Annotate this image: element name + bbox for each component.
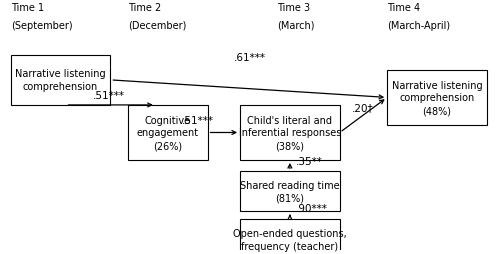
FancyBboxPatch shape bbox=[387, 71, 487, 125]
Text: Time 4: Time 4 bbox=[387, 3, 420, 13]
Text: .35**: .35** bbox=[296, 157, 322, 167]
Text: Cognitive
engagement
(26%): Cognitive engagement (26%) bbox=[136, 115, 199, 151]
Text: Narrative listening
comprehension: Narrative listening comprehension bbox=[15, 69, 106, 92]
FancyBboxPatch shape bbox=[10, 56, 110, 105]
Text: (March): (March) bbox=[278, 21, 315, 31]
FancyBboxPatch shape bbox=[240, 105, 340, 161]
Text: Narrative listening
comprehension
(48%): Narrative listening comprehension (48%) bbox=[392, 80, 482, 116]
Text: (March-April): (March-April) bbox=[387, 21, 450, 31]
Text: Time 3: Time 3 bbox=[278, 3, 310, 13]
Text: .61***: .61*** bbox=[234, 53, 266, 63]
Text: .51***: .51*** bbox=[93, 91, 125, 101]
FancyBboxPatch shape bbox=[240, 219, 340, 254]
Text: (September): (September) bbox=[10, 21, 72, 31]
Text: Time 2: Time 2 bbox=[128, 3, 161, 13]
Text: .51***: .51*** bbox=[182, 116, 214, 125]
FancyBboxPatch shape bbox=[240, 172, 340, 212]
Text: .90***: .90*** bbox=[296, 203, 328, 213]
FancyBboxPatch shape bbox=[128, 105, 208, 161]
Text: Open-ended questions,
frequency (teacher): Open-ended questions, frequency (teacher… bbox=[233, 228, 347, 251]
Text: Time 1: Time 1 bbox=[10, 3, 44, 13]
Text: (December): (December) bbox=[128, 21, 186, 31]
Text: Shared reading time
(81%): Shared reading time (81%) bbox=[240, 180, 340, 203]
Text: .20†: .20† bbox=[352, 103, 374, 113]
Text: Child's literal and
inferential responses
(38%): Child's literal and inferential response… bbox=[238, 115, 341, 151]
